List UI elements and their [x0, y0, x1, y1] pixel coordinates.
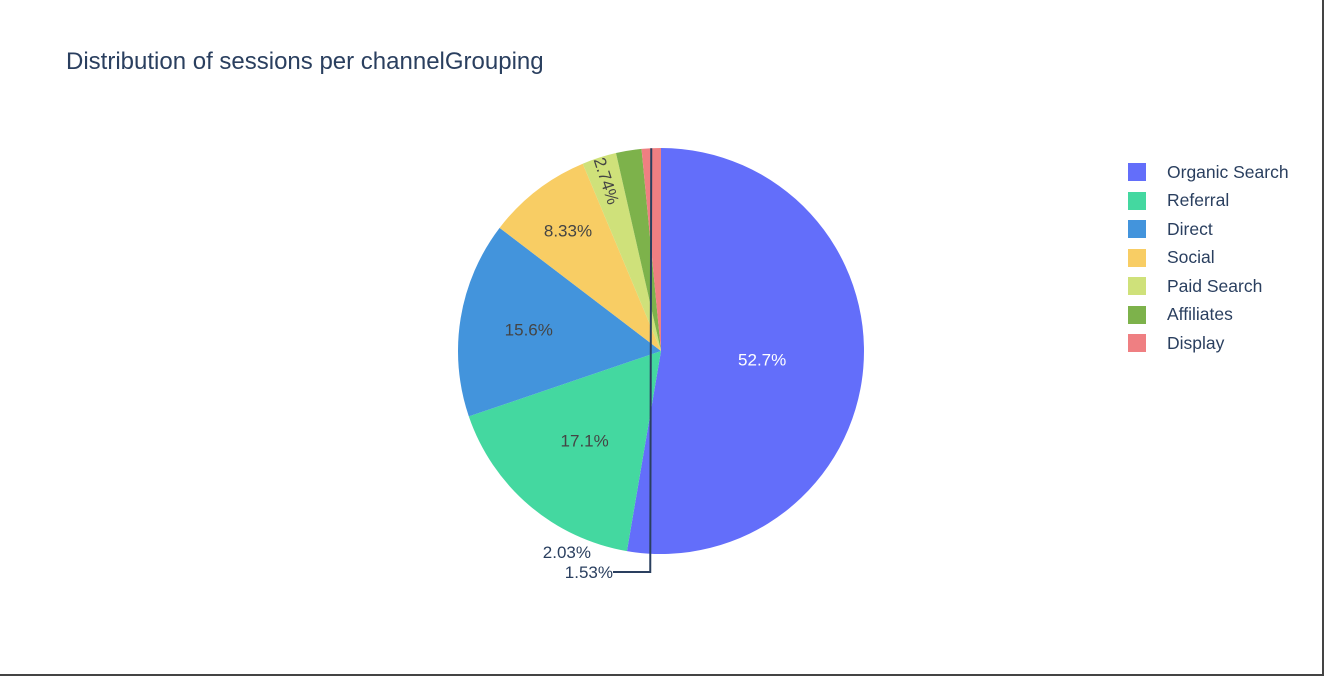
slice-label-display: 1.53% [565, 563, 613, 582]
legend-swatch [1128, 334, 1146, 353]
legend-item-organic-search[interactable]: Organic Search [1128, 158, 1289, 187]
legend-swatch [1128, 220, 1146, 239]
legend-label: Paid Search [1167, 275, 1263, 296]
pie-slice-direct[interactable] [457, 227, 661, 417]
legend-swatch [1128, 277, 1146, 296]
pie-slice-social[interactable] [499, 163, 661, 351]
pie-slice-organic-search[interactable] [626, 148, 864, 554]
leader-line [613, 148, 653, 573]
legend-swatch [1128, 191, 1146, 210]
legend-label: Referral [1167, 190, 1230, 211]
slice-label-organic-search: 52.7% [738, 351, 786, 370]
legend-swatch [1128, 163, 1146, 182]
legend-label: Organic Search [1167, 161, 1289, 182]
legend-label: Affiliates [1167, 304, 1233, 325]
legend-swatch [1128, 305, 1146, 324]
slice-label-referral: 17.1% [561, 432, 609, 451]
legend-item-referral[interactable]: Referral [1128, 187, 1289, 216]
chart-title: Distribution of sessions per channelGrou… [66, 48, 544, 75]
pie-slice-referral[interactable] [468, 351, 661, 552]
legend-item-display[interactable]: Display [1128, 329, 1289, 358]
slice-label-direct: 15.6% [505, 320, 553, 339]
slice-label-affiliates: 2.03% [543, 543, 591, 562]
legend-item-direct[interactable]: Direct [1128, 215, 1289, 244]
pie-slice-paid-search[interactable] [582, 153, 661, 351]
legend-item-affiliates[interactable]: Affiliates [1128, 301, 1289, 330]
legend-swatch [1128, 248, 1146, 267]
legend-label: Social [1167, 247, 1215, 268]
legend-label: Display [1167, 332, 1225, 353]
legend-item-social[interactable]: Social [1128, 244, 1289, 273]
slice-label-social: 8.33% [544, 221, 592, 240]
legend: Organic Search Referral Direct Social Paid S… [1128, 158, 1289, 358]
legend-item-paid-search[interactable]: Paid Search [1128, 272, 1289, 301]
pie-slice-affiliates[interactable] [615, 148, 661, 351]
legend-label: Direct [1167, 218, 1213, 239]
